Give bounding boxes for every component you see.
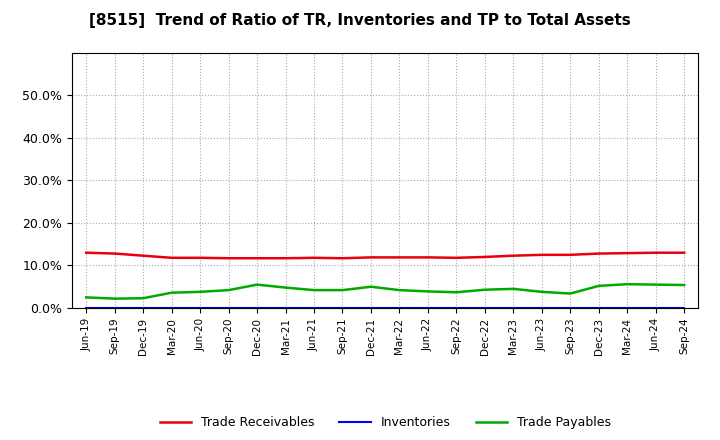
Inventories: [139, 305, 148, 311]
Inventories: [282, 305, 290, 311]
Trade Receivables: [282, 256, 290, 261]
Trade Receivables: [167, 255, 176, 260]
Trade Payables: [253, 282, 261, 287]
Trade Payables: [310, 287, 318, 293]
Inventories: [338, 305, 347, 311]
Trade Receivables: [566, 252, 575, 257]
Trade Receivables: [452, 255, 461, 260]
Trade Receivables: [82, 250, 91, 255]
Inventories: [509, 305, 518, 311]
Inventories: [423, 305, 432, 311]
Line: Trade Receivables: Trade Receivables: [86, 253, 684, 258]
Trade Receivables: [623, 250, 631, 256]
Trade Payables: [282, 285, 290, 290]
Trade Payables: [423, 289, 432, 294]
Trade Payables: [395, 287, 404, 293]
Inventories: [196, 305, 204, 311]
Trade Payables: [623, 282, 631, 287]
Inventories: [253, 305, 261, 311]
Trade Payables: [225, 287, 233, 293]
Inventories: [167, 305, 176, 311]
Trade Payables: [680, 282, 688, 288]
Trade Payables: [110, 296, 119, 301]
Inventories: [452, 305, 461, 311]
Inventories: [652, 305, 660, 311]
Trade Receivables: [480, 254, 489, 260]
Trade Payables: [167, 290, 176, 295]
Trade Receivables: [652, 250, 660, 255]
Trade Receivables: [225, 256, 233, 261]
Inventories: [480, 305, 489, 311]
Trade Payables: [196, 289, 204, 294]
Trade Payables: [652, 282, 660, 287]
Trade Receivables: [253, 256, 261, 261]
Inventories: [595, 305, 603, 311]
Inventories: [623, 305, 631, 311]
Inventories: [537, 305, 546, 311]
Trade Receivables: [509, 253, 518, 258]
Trade Payables: [566, 291, 575, 296]
Trade Receivables: [338, 256, 347, 261]
Trade Receivables: [537, 252, 546, 257]
Trade Payables: [509, 286, 518, 292]
Inventories: [395, 305, 404, 311]
Inventories: [225, 305, 233, 311]
Inventories: [310, 305, 318, 311]
Trade Payables: [480, 287, 489, 292]
Trade Receivables: [310, 255, 318, 260]
Trade Payables: [338, 287, 347, 293]
Trade Payables: [595, 283, 603, 289]
Inventories: [366, 305, 375, 311]
Inventories: [566, 305, 575, 311]
Trade Payables: [139, 296, 148, 301]
Trade Payables: [82, 295, 91, 300]
Trade Receivables: [423, 255, 432, 260]
Trade Receivables: [196, 255, 204, 260]
Inventories: [680, 305, 688, 311]
Legend: Trade Receivables, Inventories, Trade Payables: Trade Receivables, Inventories, Trade Pa…: [155, 411, 616, 434]
Trade Receivables: [395, 255, 404, 260]
Text: [8515]  Trend of Ratio of TR, Inventories and TP to Total Assets: [8515] Trend of Ratio of TR, Inventories…: [89, 13, 631, 28]
Trade Payables: [366, 284, 375, 290]
Trade Receivables: [366, 255, 375, 260]
Trade Payables: [452, 290, 461, 295]
Trade Receivables: [595, 251, 603, 256]
Line: Trade Payables: Trade Payables: [86, 284, 684, 299]
Trade Receivables: [139, 253, 148, 258]
Inventories: [110, 305, 119, 311]
Inventories: [82, 305, 91, 311]
Trade Receivables: [680, 250, 688, 255]
Trade Payables: [537, 289, 546, 294]
Trade Receivables: [110, 251, 119, 256]
